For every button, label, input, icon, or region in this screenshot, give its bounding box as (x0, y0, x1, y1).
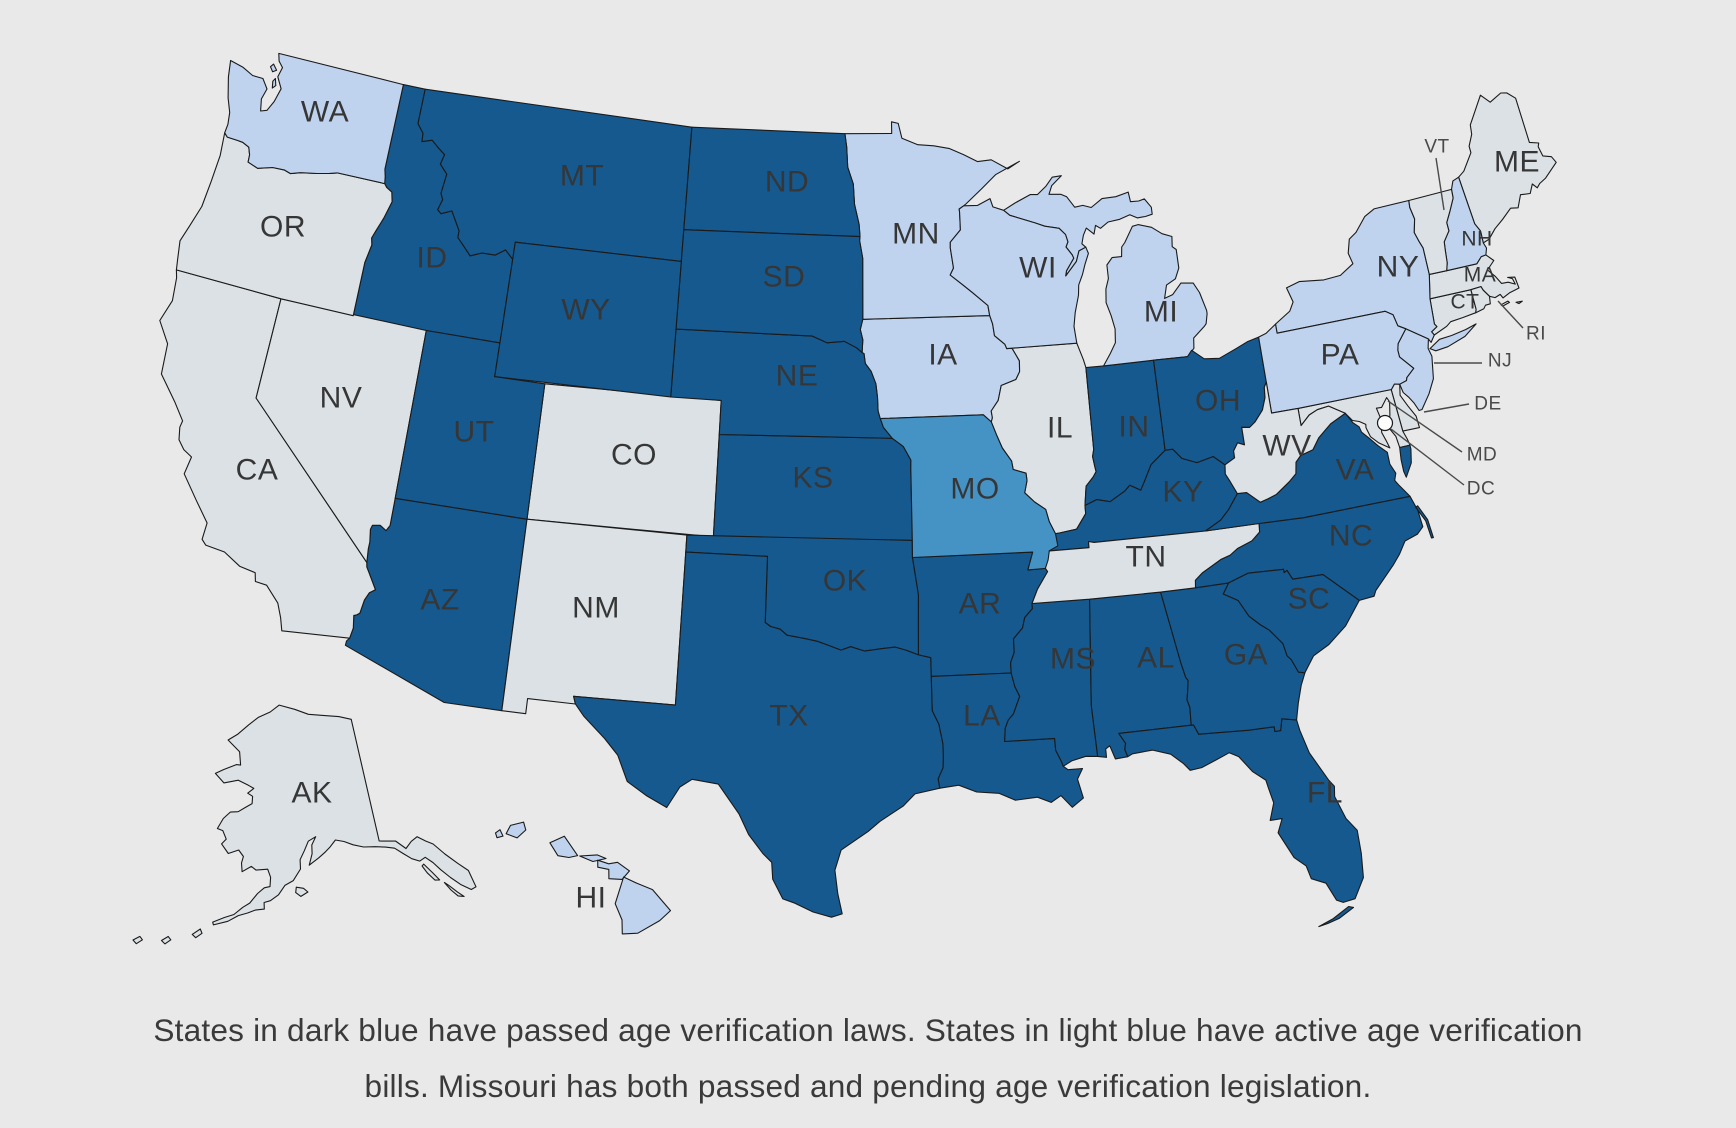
state-label-TX: TX (769, 700, 808, 733)
state-label-NV: NV (320, 382, 363, 415)
state-label-OK: OK (823, 565, 867, 598)
state-label-NE: NE (776, 360, 819, 393)
state-label-GA: GA (1224, 639, 1268, 672)
state-label-KY: KY (1162, 476, 1203, 509)
state-label-HI: HI (576, 882, 607, 915)
state-AK (132, 704, 477, 945)
state-label-MO: MO (950, 473, 999, 506)
state-label-IN: IN (1119, 411, 1150, 444)
states-layer (132, 52, 1557, 945)
state-label-WA: WA (301, 96, 349, 129)
callout-lines-layer (1376, 157, 1524, 486)
state-label-RI: RI (1526, 324, 1546, 345)
caption-line-2: bills. Missouri has both passed and pend… (364, 1068, 1372, 1104)
state-label-VA: VA (1336, 454, 1375, 487)
callout-line-DC (1390, 428, 1465, 486)
state-label-AR: AR (959, 588, 1002, 621)
state-MT (417, 88, 693, 262)
state-label-OH: OH (1195, 385, 1241, 418)
state-label-DC: DC (1467, 479, 1495, 500)
state-label-LA: LA (963, 700, 1001, 733)
state-label-CO: CO (611, 439, 657, 472)
callout-line-RI (1497, 300, 1524, 329)
state-label-VT: VT (1424, 137, 1449, 158)
state-label-UT: UT (454, 416, 495, 449)
state-WA (224, 52, 404, 185)
state-label-OR: OR (260, 211, 306, 244)
state-label-DE: DE (1474, 394, 1501, 415)
state-HI (494, 821, 672, 935)
state-CA (159, 269, 376, 639)
state-label-WY: WY (561, 294, 610, 327)
dc-marker (1376, 414, 1394, 432)
state-label-MN: MN (892, 218, 940, 251)
state-label-NH: NH (1461, 228, 1492, 251)
state-label-ND: ND (765, 166, 809, 199)
state-label-KS: KS (792, 462, 833, 495)
state-label-MI: MI (1144, 296, 1178, 329)
state-label-PA: PA (1321, 339, 1360, 372)
state-FL (1118, 718, 1364, 928)
state-MS (1004, 598, 1099, 767)
state-label-IL: IL (1047, 412, 1073, 445)
state-label-NM: NM (572, 592, 620, 625)
state-label-NC: NC (1329, 520, 1373, 553)
state-label-AK: AK (291, 777, 332, 810)
state-label-WI: WI (1019, 252, 1057, 285)
caption-line-1: States in dark blue have passed age veri… (153, 1012, 1583, 1048)
state-label-ME: ME (1494, 146, 1540, 179)
state-VT (1408, 188, 1454, 275)
state-labels-layer: AK AL AR AZ CA CO CT DC DE FL GA HI IA ID IL IN KS KY LA MA… (236, 96, 1546, 915)
state-label-TN: TN (1126, 541, 1167, 574)
state-WV (1224, 381, 1346, 503)
state-label-SC: SC (1288, 583, 1331, 616)
state-label-WV: WV (1262, 430, 1311, 463)
state-TX (573, 551, 944, 918)
callout-line-DE (1423, 403, 1470, 413)
callout-line-MD (1387, 400, 1463, 453)
state-SD (675, 229, 864, 354)
state-label-SD: SD (763, 261, 806, 294)
state-label-AZ: AZ (420, 584, 459, 617)
state-label-MD: MD (1467, 445, 1498, 466)
state-label-ID: ID (417, 242, 448, 275)
state-ME (1458, 92, 1557, 244)
state-label-CT: CT (1451, 291, 1480, 314)
state-label-CA: CA (236, 454, 279, 487)
state-label-IA: IA (928, 339, 957, 372)
map-caption: States in dark blue have passed age veri… (0, 1002, 1736, 1114)
state-label-MT: MT (560, 160, 604, 193)
state-WI (949, 198, 1089, 350)
state-RI (1470, 286, 1491, 314)
state-label-NY: NY (1377, 251, 1420, 284)
state-label-MS: MS (1050, 643, 1096, 676)
state-PA (1258, 310, 1415, 414)
state-label-MA: MA (1464, 264, 1497, 287)
state-label-AL: AL (1137, 642, 1175, 675)
callout-line-VT (1435, 157, 1445, 211)
state-label-NJ: NJ (1488, 351, 1512, 372)
state-label-FL: FL (1307, 777, 1343, 810)
state-SC (1222, 568, 1360, 674)
state-WY (494, 241, 682, 398)
